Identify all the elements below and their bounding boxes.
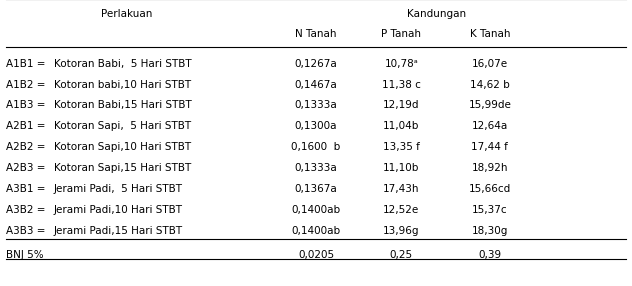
Text: 0,1367a: 0,1367a (295, 184, 337, 194)
Text: 14,62 b: 14,62 b (470, 80, 509, 90)
Text: Kandungan: Kandungan (406, 9, 466, 19)
Text: 0,1300a: 0,1300a (295, 121, 337, 131)
Text: Kotoran Sapi,10 Hari STBT: Kotoran Sapi,10 Hari STBT (54, 142, 191, 152)
Text: A2B1 =: A2B1 = (6, 121, 46, 131)
Text: 15,37c: 15,37c (472, 205, 507, 215)
Text: 0,1333a: 0,1333a (295, 100, 337, 110)
Text: A3B3 =: A3B3 = (6, 226, 46, 236)
Text: 17,43h: 17,43h (383, 184, 420, 194)
Text: K Tanah: K Tanah (470, 29, 510, 39)
Text: 15,66cd: 15,66cd (469, 184, 511, 194)
Text: Kotoran Babi,  5 Hari STBT: Kotoran Babi, 5 Hari STBT (54, 59, 191, 69)
Text: 12,64a: 12,64a (471, 121, 508, 131)
Text: 11,04b: 11,04b (383, 121, 420, 131)
Text: 12,19d: 12,19d (383, 100, 420, 110)
Text: Kotoran Sapi,15 Hari STBT: Kotoran Sapi,15 Hari STBT (54, 163, 191, 173)
Text: 15,99de: 15,99de (468, 100, 511, 110)
Text: BNJ 5%: BNJ 5% (6, 250, 44, 260)
Text: 18,30g: 18,30g (471, 226, 508, 236)
Text: A2B3 =: A2B3 = (6, 163, 46, 173)
Text: P Tanah: P Tanah (381, 29, 422, 39)
Text: 13,96g: 13,96g (383, 226, 420, 236)
Text: Jerami Padi,10 Hari STBT: Jerami Padi,10 Hari STBT (54, 205, 183, 215)
Text: Kotoran babi,10 Hari STBT: Kotoran babi,10 Hari STBT (54, 80, 191, 90)
Text: 11,38 c: 11,38 c (382, 80, 421, 90)
Text: 17,44 f: 17,44 f (471, 142, 508, 152)
Text: Kotoran Babi,15 Hari STBT: Kotoran Babi,15 Hari STBT (54, 100, 191, 110)
Text: 0,0205: 0,0205 (298, 250, 334, 260)
Text: 0,25: 0,25 (390, 250, 413, 260)
Text: A1B3 =: A1B3 = (6, 100, 46, 110)
Text: 16,07e: 16,07e (471, 59, 508, 69)
Text: 0,1467a: 0,1467a (295, 80, 337, 90)
Text: 18,92h: 18,92h (471, 163, 508, 173)
Text: A3B1 =: A3B1 = (6, 184, 46, 194)
Text: A1B1 =: A1B1 = (6, 59, 46, 69)
Text: 0,39: 0,39 (478, 250, 501, 260)
Text: Kotoran Sapi,  5 Hari STBT: Kotoran Sapi, 5 Hari STBT (54, 121, 191, 131)
Text: Jerami Padi,  5 Hari STBT: Jerami Padi, 5 Hari STBT (54, 184, 183, 194)
Text: N Tanah: N Tanah (295, 29, 337, 39)
Text: A1B2 =: A1B2 = (6, 80, 46, 90)
Text: 0,1400ab: 0,1400ab (291, 205, 341, 215)
Text: 12,52e: 12,52e (383, 205, 420, 215)
Text: 13,35 f: 13,35 f (383, 142, 420, 152)
Text: 0,1333a: 0,1333a (295, 163, 337, 173)
Text: A3B2 =: A3B2 = (6, 205, 46, 215)
Text: 0,1600  b: 0,1600 b (291, 142, 341, 152)
Text: 0,1400ab: 0,1400ab (291, 226, 341, 236)
Text: 10,78ᵃ: 10,78ᵃ (384, 59, 418, 69)
Text: A2B2 =: A2B2 = (6, 142, 46, 152)
Text: 0,1267a: 0,1267a (295, 59, 337, 69)
Text: 11,10b: 11,10b (383, 163, 420, 173)
Text: Jerami Padi,15 Hari STBT: Jerami Padi,15 Hari STBT (54, 226, 183, 236)
Text: Perlakuan: Perlakuan (100, 9, 152, 19)
